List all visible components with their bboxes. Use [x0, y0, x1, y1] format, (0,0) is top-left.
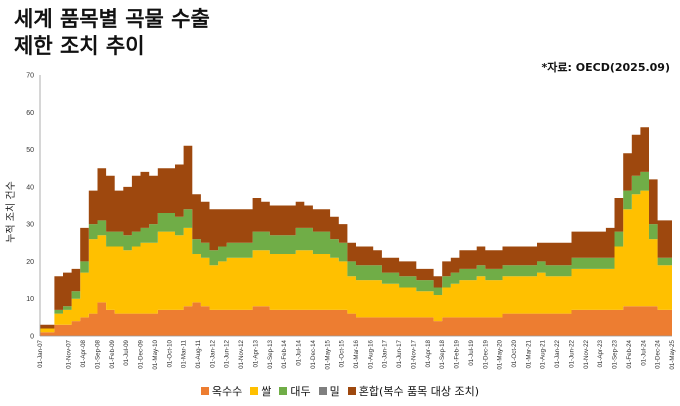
x-tick-label: 01-Apr-13: [253, 339, 260, 367]
x-tick-label: 01-Sep-08: [95, 339, 102, 368]
x-tick-label: 01-Mar-16: [353, 339, 360, 368]
x-tick-label: 01-Feb-14: [281, 339, 288, 368]
x-tick-label: 01-Sep-13: [267, 339, 274, 368]
y-tick-label: 70: [26, 73, 34, 80]
x-tick-label: 01-Sep-23: [612, 339, 619, 368]
legend-item-2: 대두: [279, 383, 311, 399]
x-tick-label: 01-Aug-21: [540, 339, 547, 368]
x-tick-label: 01-Feb-24: [626, 339, 633, 368]
x-tick-label: 01-Jun-17: [396, 339, 403, 367]
y-tick-label: 30: [26, 222, 34, 229]
x-tick-label: 01-Feb-19: [454, 339, 461, 368]
x-tick-label: 01-Aug-16: [367, 339, 374, 368]
x-tick-label: 01-Jul-09: [123, 339, 130, 365]
legend-swatch: [250, 387, 259, 395]
legend-item-0: 옥수수: [200, 383, 243, 399]
x-tick-label: 01-Mar-11: [181, 339, 188, 368]
legend-swatch: [318, 387, 327, 395]
x-tick-label: 01-Jan-07: [37, 339, 44, 367]
y-tick-label: 40: [26, 184, 34, 191]
y-axis-label: 누적 조치 건수: [5, 181, 17, 243]
chart-title-line-2: 제한 조치 추이: [14, 34, 145, 58]
series-area-1: [40, 190, 672, 333]
y-tick-label: 20: [26, 259, 34, 266]
x-tick-label: 01-Oct-20: [511, 339, 518, 367]
series-area-0: [40, 302, 672, 336]
legend-item-4: 혼합(복수 품목 대상 조치): [347, 383, 480, 399]
legend-label: 옥수수: [211, 385, 243, 398]
x-tick-label: 01-Jun-12: [224, 339, 231, 367]
x-tick-label: 01-May-10: [152, 339, 159, 369]
x-tick-label: 01-Apr-18: [425, 339, 432, 367]
source-note: *자료: OECD(2025.09): [541, 61, 670, 74]
x-tick-label: 01-Nov-07: [66, 339, 73, 368]
x-tick-label: 01-Feb-09: [109, 339, 116, 368]
x-tick-label: 01-Nov-17: [411, 339, 418, 368]
x-tick-label: 01-Oct-10: [166, 339, 173, 367]
legend-swatch: [279, 387, 288, 395]
legend-label: 혼합(복수 품목 대상 조치): [358, 385, 480, 398]
x-tick-label: 01-Apr-23: [597, 339, 604, 367]
y-tick-label: 10: [26, 296, 34, 303]
x-tick-label: 01-Oct-15: [339, 339, 346, 367]
x-tick-label: 01-Jul-19: [468, 339, 475, 365]
legend-item-1: 쌀: [250, 383, 271, 399]
x-tick-label: 01-Jul-14: [296, 339, 303, 365]
plot-area: [40, 127, 672, 336]
x-tick-label: 01-Dec-09: [138, 339, 145, 368]
x-tick-label: 01-Jan-22: [554, 339, 561, 367]
legend: 옥수수 쌀 대두 밀 혼합(복수 품목 대상 조치): [0, 383, 680, 399]
x-tick-label: 01-Dec-19: [482, 339, 489, 368]
x-tick-label: 01-May-25: [669, 339, 676, 369]
legend-label: 쌀: [261, 385, 272, 398]
legend-label: 대두: [290, 385, 311, 398]
x-tick-label: 01-Aug-11: [195, 339, 202, 368]
chart-title: 세계 품목별 곡물 수출 제한 조치 추이: [14, 6, 210, 60]
x-tick-label: 01-Nov-22: [583, 339, 590, 368]
x-tick-label: 01-Dec-14: [310, 339, 317, 368]
y-tick-label: 60: [26, 110, 34, 117]
x-tick-label: 01-Jan-17: [382, 339, 389, 367]
legend-swatch: [200, 387, 209, 395]
x-tick-label: 01-Jan-12: [209, 339, 216, 367]
x-tick-label: 01-May-15: [324, 339, 331, 369]
legend-label: 밀: [329, 385, 340, 398]
y-tick-label: 0: [30, 334, 34, 341]
x-tick-label: 01-Dec-24: [655, 339, 662, 368]
legend-swatch: [347, 387, 356, 395]
x-tick-label: 01-Jun-22: [569, 339, 576, 367]
x-tick-label: 01-Jul-24: [640, 339, 647, 365]
legend-item-3: 밀: [318, 383, 340, 399]
x-tick-label: 01-May-20: [497, 339, 504, 369]
x-tick-label: 01-Apr-08: [80, 339, 87, 367]
axes: 0 10 20 30 40 50 60 70 01-Jan-07 01-Nov-07 01-Apr-…: [26, 73, 676, 370]
x-tick-label: 01-Sep-18: [439, 339, 446, 368]
y-tick-label: 50: [26, 147, 34, 154]
x-tick-label: 01-Mar-21: [525, 339, 532, 368]
chart-title-line-1: 세계 품목별 곡물 수출: [14, 7, 210, 31]
x-tick-label: 01-Nov-12: [238, 339, 245, 368]
